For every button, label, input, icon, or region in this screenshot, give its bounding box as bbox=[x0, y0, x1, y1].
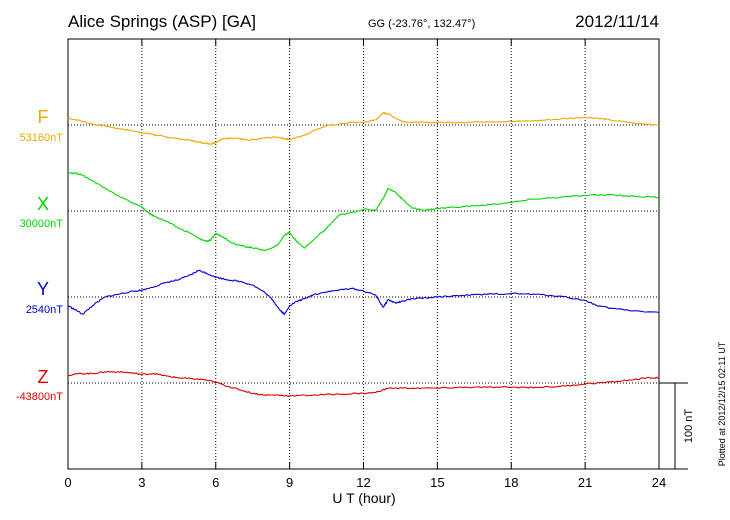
component-name-f: F bbox=[38, 107, 49, 127]
component-name-x: X bbox=[37, 194, 49, 214]
baseline-label-y: 2540nT bbox=[26, 304, 64, 316]
baseline-label-x: 30000nT bbox=[20, 218, 64, 230]
component-name-z: Z bbox=[38, 367, 49, 387]
x-tick-label: 15 bbox=[430, 475, 444, 490]
x-tick-label: 3 bbox=[138, 475, 145, 490]
plot-frame bbox=[67, 38, 660, 470]
x-tick-label: 24 bbox=[652, 475, 666, 490]
grid-lines bbox=[68, 39, 659, 469]
coords-label: GG (-23.76°, 132.47°) bbox=[368, 18, 475, 30]
x-tick-label: 21 bbox=[578, 475, 592, 490]
trace-z bbox=[67, 370, 660, 397]
x-axis-ticks: 0 3 6 9 12 15 18 21 24 bbox=[64, 39, 666, 490]
x-tick-label: 12 bbox=[356, 475, 370, 490]
date-label: 2012/11/14 bbox=[575, 12, 659, 31]
plotted-at-note: Plotted at 2012/12/15 02:11 UT bbox=[717, 341, 727, 466]
x-tick-label: 6 bbox=[212, 475, 219, 490]
x-tick-label: 18 bbox=[504, 475, 518, 490]
traces bbox=[67, 111, 660, 397]
x-tick-label: 0 bbox=[64, 475, 71, 490]
component-name-y: Y bbox=[37, 279, 49, 299]
baseline-label-z: -43800nT bbox=[16, 391, 63, 403]
trace-x bbox=[67, 171, 660, 252]
scale-bar: 100 nT bbox=[659, 382, 695, 470]
trace-f bbox=[67, 111, 659, 146]
baseline-label-f: 53160nT bbox=[20, 132, 64, 144]
station-title: Alice Springs (ASP) [GA] bbox=[68, 12, 256, 31]
trace-y bbox=[67, 269, 660, 316]
x-axis-title: U T (hour) bbox=[332, 490, 395, 506]
scale-bar-label: 100 nT bbox=[683, 409, 695, 444]
component-labels: F 53160nT X 30000nT Y 2540nT Z -43800nT bbox=[16, 107, 63, 403]
x-tick-label: 9 bbox=[286, 475, 293, 490]
